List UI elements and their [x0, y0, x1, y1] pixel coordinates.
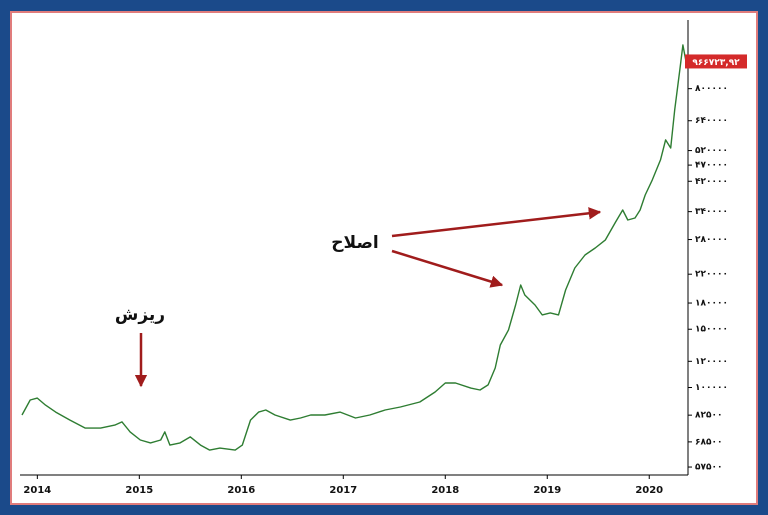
plot-area [21, 44, 687, 451]
y-tick-label: ۲۸۰۰۰۰ [695, 235, 728, 245]
arrow [391, 207, 602, 238]
x-tick-label: 2017 [329, 485, 357, 496]
y-tick-label: ۸۲۵۰۰ [695, 411, 722, 421]
x-tick-label: 2015 [125, 485, 153, 496]
last-value-box [685, 54, 747, 69]
y-tick-label: ۱۰۰۰۰۰ [695, 383, 728, 393]
y-tick-label: ۱۸۰۰۰۰ [695, 299, 728, 309]
y-tick-label: ۳۴۰۰۰۰ [695, 207, 728, 217]
x-tick-label: 2018 [431, 485, 459, 496]
y-tick-label: ۵۷۵۰۰ [695, 463, 722, 473]
arrow [391, 249, 504, 288]
y-tick-label: ۸۰۰۰۰۰ [695, 84, 728, 94]
y-tick-label: ۶۸۵۰۰ [695, 437, 722, 447]
y-tick-label: ۵۲۰۰۰۰ [695, 146, 728, 156]
y-tick-label: ۱۵۰۰۰۰ [695, 325, 728, 335]
x-tick-label: 2016 [227, 485, 255, 496]
y-tick-label: ۶۴۰۰۰۰ [695, 116, 728, 126]
x-tick-label: 2020 [635, 485, 663, 496]
y-tick-label: ۴۷۰۰۰۰ [695, 161, 728, 171]
y-tick-label: ۴۲۰۰۰۰ [695, 177, 728, 187]
y-tick-label: ۲۲۰۰۰۰ [695, 270, 728, 280]
last-value-label: ۹۶۶۷۲۳,۹۲ [692, 58, 740, 68]
price-line [21, 44, 687, 451]
inner-frame [10, 11, 758, 505]
x-tick-label: 2019 [533, 485, 561, 496]
x-tick-label: 2014 [23, 485, 51, 496]
annotation: اصلاح [331, 233, 378, 253]
annotation: ریزش [115, 305, 165, 325]
y-tick-label: ۱۲۰۰۰۰ [695, 357, 728, 367]
